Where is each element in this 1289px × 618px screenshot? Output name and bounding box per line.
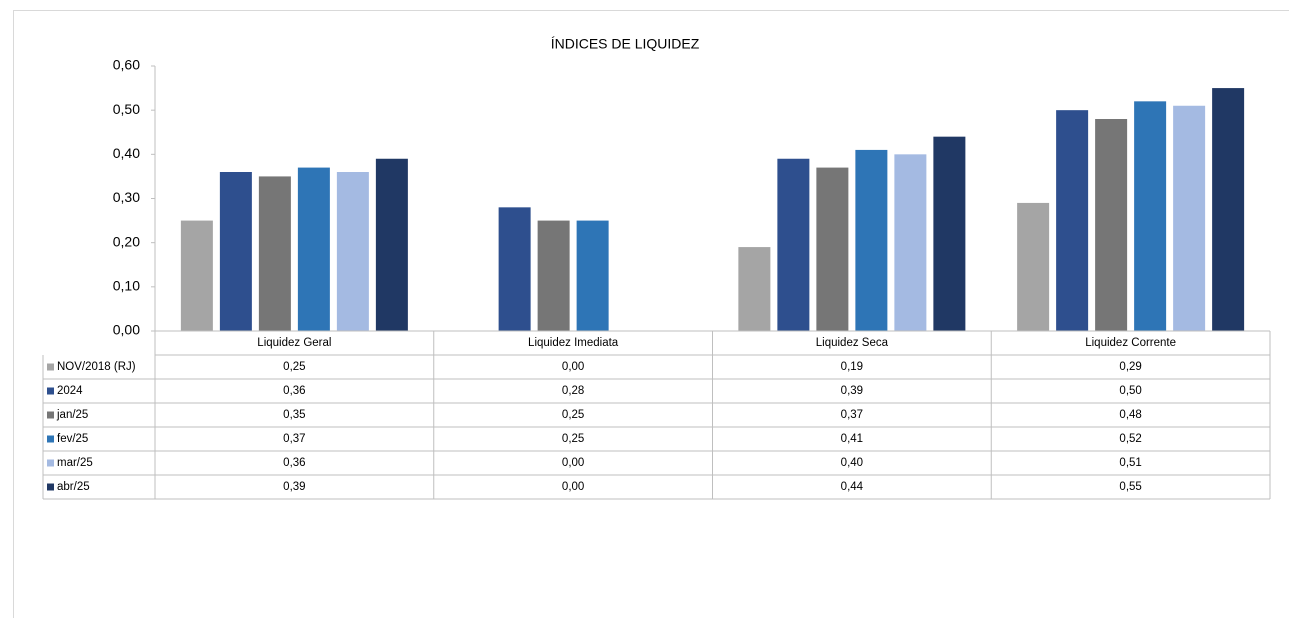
data-label: 0,37 [283, 433, 305, 445]
chart-title: ÍNDICES DE LIQUIDEZ [551, 36, 700, 52]
y-tick-label: 0,00 [113, 322, 140, 338]
bar [816, 167, 849, 331]
bar [738, 247, 771, 331]
bar [894, 154, 927, 331]
legend-label: NOV/2018 (RJ) [57, 361, 136, 373]
legend-swatch [47, 483, 54, 491]
y-tick-label: 0,60 [113, 57, 140, 73]
data-label: 0,19 [841, 361, 863, 373]
legend-swatch [47, 459, 54, 467]
legend-label: jan/25 [56, 409, 88, 421]
data-label: 0,50 [1119, 385, 1141, 397]
legend-label: mar/25 [57, 457, 93, 469]
data-label: 0,48 [1119, 409, 1141, 421]
y-tick-label: 0,40 [113, 145, 140, 161]
legend-label: 2024 [57, 385, 83, 397]
bar [180, 220, 213, 331]
y-tick-label: 0,30 [113, 189, 140, 205]
bar [219, 172, 252, 331]
data-label: 0,36 [283, 385, 305, 397]
legend-swatch [47, 363, 54, 371]
bar [1017, 202, 1050, 331]
legend-swatch [47, 411, 54, 419]
x-tick-label: Liquidez Corrente [1085, 337, 1176, 349]
legend-swatch [47, 435, 54, 443]
legend-label: fev/25 [57, 433, 88, 445]
bar [537, 220, 570, 331]
bar [855, 149, 888, 331]
y-tick-label: 0,50 [113, 101, 140, 117]
data-label: 0,36 [283, 457, 305, 469]
x-tick-label: Liquidez Geral [257, 337, 331, 349]
data-label: 0,51 [1119, 457, 1141, 469]
bar [336, 172, 369, 331]
data-label: 0,40 [841, 457, 863, 469]
data-label: 0,35 [283, 409, 305, 421]
data-label: 0,00 [562, 457, 584, 469]
data-label: 0,28 [562, 385, 584, 397]
x-tick-label: Liquidez Seca [816, 337, 889, 349]
bar [576, 220, 609, 331]
bar [1212, 88, 1245, 331]
data-label: 0,25 [283, 361, 305, 373]
data-label: 0,25 [562, 409, 584, 421]
data-label: 0,44 [841, 481, 864, 493]
bar [933, 136, 966, 331]
x-tick-label: Liquidez Imediata [528, 337, 619, 349]
data-label: 0,39 [841, 385, 863, 397]
data-label: 0,25 [562, 433, 584, 445]
data-label: 0,00 [562, 361, 584, 373]
bar [1134, 101, 1167, 331]
bar [1173, 105, 1206, 331]
bar [498, 207, 531, 331]
legend-label: abr/25 [57, 481, 90, 493]
bar [777, 158, 810, 331]
data-label: 0,37 [841, 409, 863, 421]
y-tick-label: 0,20 [113, 233, 140, 249]
data-label: 0,52 [1119, 433, 1141, 445]
legend-swatch [47, 387, 54, 395]
data-label: 0,41 [841, 433, 863, 445]
bar [375, 158, 408, 331]
data-label: 0,39 [283, 481, 305, 493]
bar [1095, 119, 1128, 331]
chart-border [13, 10, 1289, 618]
data-label: 0,29 [1119, 361, 1141, 373]
bar [297, 167, 330, 331]
bar [258, 176, 291, 331]
bar [1056, 110, 1089, 332]
data-label: 0,00 [562, 481, 584, 493]
y-tick-label: 0,10 [113, 278, 140, 294]
data-label: 0,55 [1119, 481, 1141, 493]
